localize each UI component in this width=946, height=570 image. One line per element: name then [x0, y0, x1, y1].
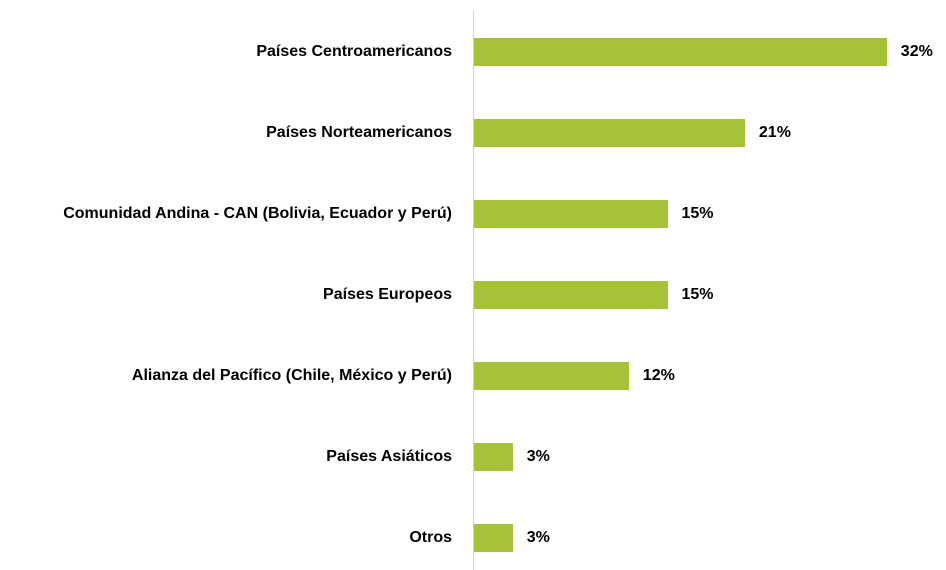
bar — [474, 362, 629, 390]
value-label: 21% — [758, 124, 791, 141]
category-label: Países Asiáticos — [326, 448, 452, 465]
value-label: 3% — [526, 448, 550, 465]
bar — [474, 281, 668, 309]
bar — [474, 524, 513, 552]
bar — [474, 200, 668, 228]
value-label: 15% — [681, 286, 714, 303]
value-label: 12% — [642, 367, 675, 384]
value-label: 3% — [526, 529, 550, 546]
category-label: Países Centroamericanos — [256, 43, 452, 60]
bar — [474, 119, 745, 147]
category-label: Otros — [409, 529, 452, 546]
category-label: Países Europeos — [323, 286, 452, 303]
category-label: Alianza del Pacífico (Chile, México y Pe… — [131, 367, 452, 384]
value-label: 32% — [900, 43, 933, 60]
bar — [474, 38, 887, 66]
bar — [474, 443, 513, 471]
category-label: Países Norteamericanos — [266, 124, 452, 141]
axis-line — [473, 10, 474, 570]
category-label: Comunidad Andina - CAN (Bolivia, Ecuador… — [63, 205, 452, 222]
value-label: 15% — [681, 205, 714, 222]
